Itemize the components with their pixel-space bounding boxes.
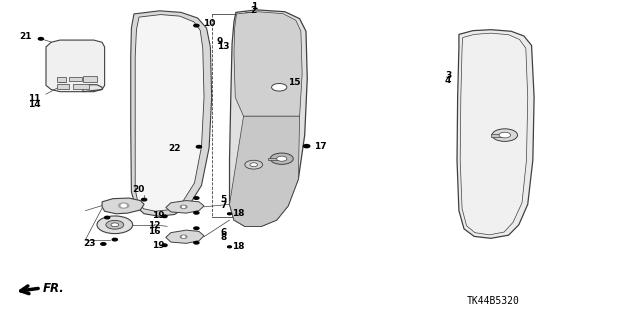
Text: 13: 13 <box>217 42 229 51</box>
Circle shape <box>271 84 287 91</box>
Text: 2: 2 <box>251 6 257 15</box>
Polygon shape <box>166 230 204 243</box>
Text: FR.: FR. <box>43 282 65 295</box>
Text: 14: 14 <box>28 100 41 108</box>
Text: 19: 19 <box>152 241 164 250</box>
Text: 7: 7 <box>220 201 227 210</box>
Polygon shape <box>46 40 104 92</box>
Text: 6: 6 <box>220 227 227 236</box>
Bar <box>268 158 280 160</box>
Circle shape <box>162 215 167 218</box>
Text: 11: 11 <box>28 94 41 103</box>
Circle shape <box>180 235 187 238</box>
Circle shape <box>106 220 124 229</box>
Text: 16: 16 <box>148 227 161 236</box>
Bar <box>69 77 82 81</box>
Circle shape <box>111 223 118 227</box>
Circle shape <box>194 24 199 27</box>
Text: 5: 5 <box>220 195 227 204</box>
Text: 23: 23 <box>83 239 96 248</box>
Circle shape <box>492 129 518 141</box>
Circle shape <box>121 204 126 207</box>
Circle shape <box>118 203 129 208</box>
Text: 1: 1 <box>251 2 257 11</box>
Bar <box>73 84 89 89</box>
Text: 8: 8 <box>220 234 227 242</box>
Circle shape <box>303 145 310 148</box>
Polygon shape <box>457 30 534 238</box>
Circle shape <box>182 236 185 237</box>
Text: 12: 12 <box>148 221 161 230</box>
Circle shape <box>270 153 293 164</box>
Circle shape <box>180 205 187 208</box>
Polygon shape <box>135 15 204 211</box>
Circle shape <box>228 213 232 215</box>
Text: 18: 18 <box>232 209 244 218</box>
Circle shape <box>112 238 117 241</box>
Polygon shape <box>102 198 144 214</box>
Polygon shape <box>166 201 204 213</box>
Circle shape <box>194 197 199 199</box>
Circle shape <box>162 244 167 247</box>
Text: 4: 4 <box>445 77 451 85</box>
Circle shape <box>194 241 199 244</box>
Circle shape <box>196 145 202 148</box>
Circle shape <box>38 38 44 40</box>
Text: 15: 15 <box>288 78 301 87</box>
Circle shape <box>141 198 147 201</box>
Text: 21: 21 <box>19 32 32 41</box>
Circle shape <box>194 227 199 229</box>
Polygon shape <box>230 10 307 226</box>
Polygon shape <box>131 11 212 216</box>
Bar <box>58 84 69 89</box>
Circle shape <box>499 132 511 138</box>
Polygon shape <box>460 33 528 235</box>
Bar <box>58 77 67 82</box>
Text: 17: 17 <box>314 142 326 151</box>
Polygon shape <box>83 85 102 92</box>
Text: 3: 3 <box>445 71 451 80</box>
Text: TK44B5320: TK44B5320 <box>467 296 520 306</box>
Text: 19: 19 <box>152 211 164 220</box>
Polygon shape <box>234 12 302 116</box>
Circle shape <box>100 243 106 245</box>
Text: 22: 22 <box>168 145 181 153</box>
Circle shape <box>250 163 257 167</box>
Bar <box>83 76 97 82</box>
Circle shape <box>276 156 287 161</box>
Polygon shape <box>230 116 300 226</box>
Circle shape <box>97 216 132 234</box>
Text: 10: 10 <box>203 19 215 27</box>
Circle shape <box>104 216 109 219</box>
Bar <box>491 134 504 137</box>
Circle shape <box>245 160 262 169</box>
Text: 20: 20 <box>132 185 145 194</box>
Circle shape <box>228 246 232 248</box>
Circle shape <box>194 211 199 214</box>
Text: 9: 9 <box>217 37 223 46</box>
Text: 18: 18 <box>232 242 244 251</box>
Circle shape <box>182 206 185 207</box>
